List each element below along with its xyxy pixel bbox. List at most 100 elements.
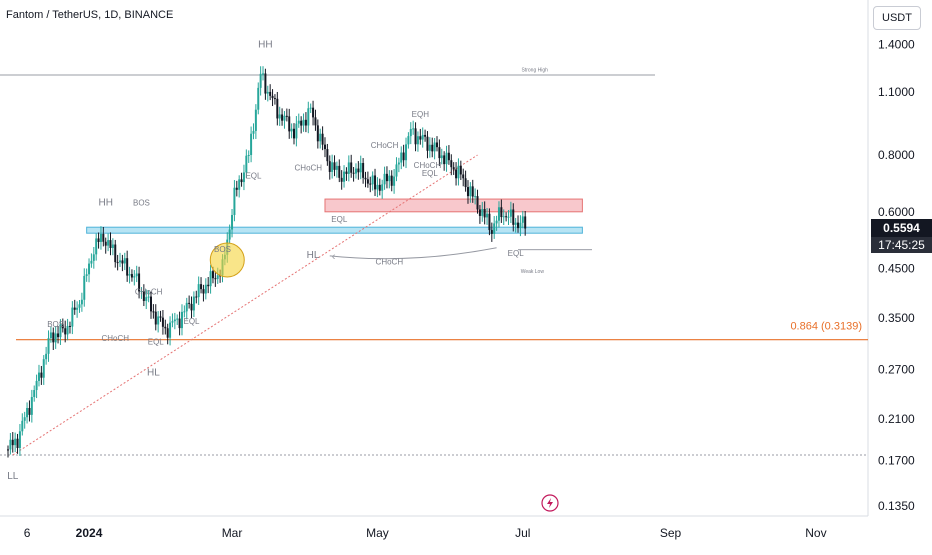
y-tick-label: 0.8000 [878,148,915,162]
annotation-label: HL [147,367,160,378]
candle-body [281,114,284,121]
candle-body [216,275,219,279]
candle-body [11,439,14,446]
candle-body [283,115,286,121]
candle-body [476,196,479,210]
candle-body [64,328,67,335]
candle-body [169,322,172,338]
candle-body [209,271,212,287]
candle-body [73,307,76,310]
candle-body [18,431,21,448]
candle-body [180,311,183,329]
annotation-label: CHoCH [101,334,129,343]
candle-body [88,263,91,275]
x-tick-label: Nov [805,526,826,540]
candle-body [211,271,214,279]
arrow-head: ‹ [332,251,336,263]
candle-body [321,133,324,145]
candle-body [304,119,307,126]
candle-body [376,184,379,190]
candle-body [21,420,24,432]
candle-body [290,128,293,132]
candle-body [438,147,441,159]
candle-body [42,359,45,378]
candle-body [497,207,500,221]
candle-body [340,177,343,182]
candle-body [250,133,253,155]
candle-body [433,142,436,152]
candle-body [419,136,422,140]
candle-body [61,324,64,329]
candle-body [45,353,48,360]
candle-body [309,107,312,109]
y-tick-label: 0.4500 [878,262,915,276]
candle-body [335,165,338,170]
candle-body [288,116,291,132]
candle-body [395,164,398,177]
candle-body [35,380,38,391]
candle-body [116,262,119,264]
candle-body [228,229,231,240]
candle-body [359,162,362,173]
annotation-label: BOS [133,198,150,207]
annotation-label: HL [307,250,320,261]
candle-body [302,119,305,126]
y-tick-label: 1.4000 [878,38,915,52]
candle-body [130,274,133,278]
candle-body [447,152,450,161]
fib-level-label: 0.864 (0.3139) [790,321,862,333]
candle-body [190,303,193,311]
candle-body [128,274,131,276]
y-tick-label: 1.1000 [878,85,915,99]
candle-body [364,177,367,180]
candle-body [328,161,331,172]
y-tick-label: 0.6000 [878,205,915,219]
candle-body [150,296,152,312]
candle-body [71,307,74,327]
annotation-label: BOS [47,320,64,329]
candle-body [347,162,350,174]
candle-body [66,325,69,335]
candle-body [259,73,262,88]
candle-body [431,144,434,152]
y-tick-label: 0.3500 [878,311,915,325]
candle-body [142,290,145,301]
candle-body [107,240,110,246]
candle-body [185,302,188,312]
candle-body [462,174,465,179]
candle-body [171,321,174,323]
candle-body [424,134,427,137]
candle-body [352,172,355,174]
annotation-label: CHoCH [135,287,163,296]
candle-body [378,184,381,191]
candle-body [37,372,40,381]
currency-selector[interactable]: USDT [873,6,921,30]
candle-body [238,179,241,190]
candle-body [421,134,424,140]
candle-body [78,304,81,308]
candle-body [252,130,255,134]
candle-body [409,128,412,137]
candle-body [307,108,310,126]
candle-body [80,299,83,305]
candle-body [97,238,100,242]
candle-body [369,183,372,185]
annotation-label: CHoCH [376,257,404,266]
candle-body [357,168,360,173]
candle-body [9,439,12,450]
candle-body [381,184,384,191]
candle-body [295,123,298,139]
x-tick-label: May [366,526,389,540]
annotation-label: EQL [148,338,165,347]
candle-body [200,284,203,290]
annotation-label: EQL [508,249,525,258]
candle-body [192,296,195,311]
candle-body [314,117,317,126]
annotation-label: EQL [331,215,348,224]
candle-body [285,115,288,117]
candle-body [426,136,429,151]
candle-body [326,149,329,162]
candle-body [509,209,512,217]
